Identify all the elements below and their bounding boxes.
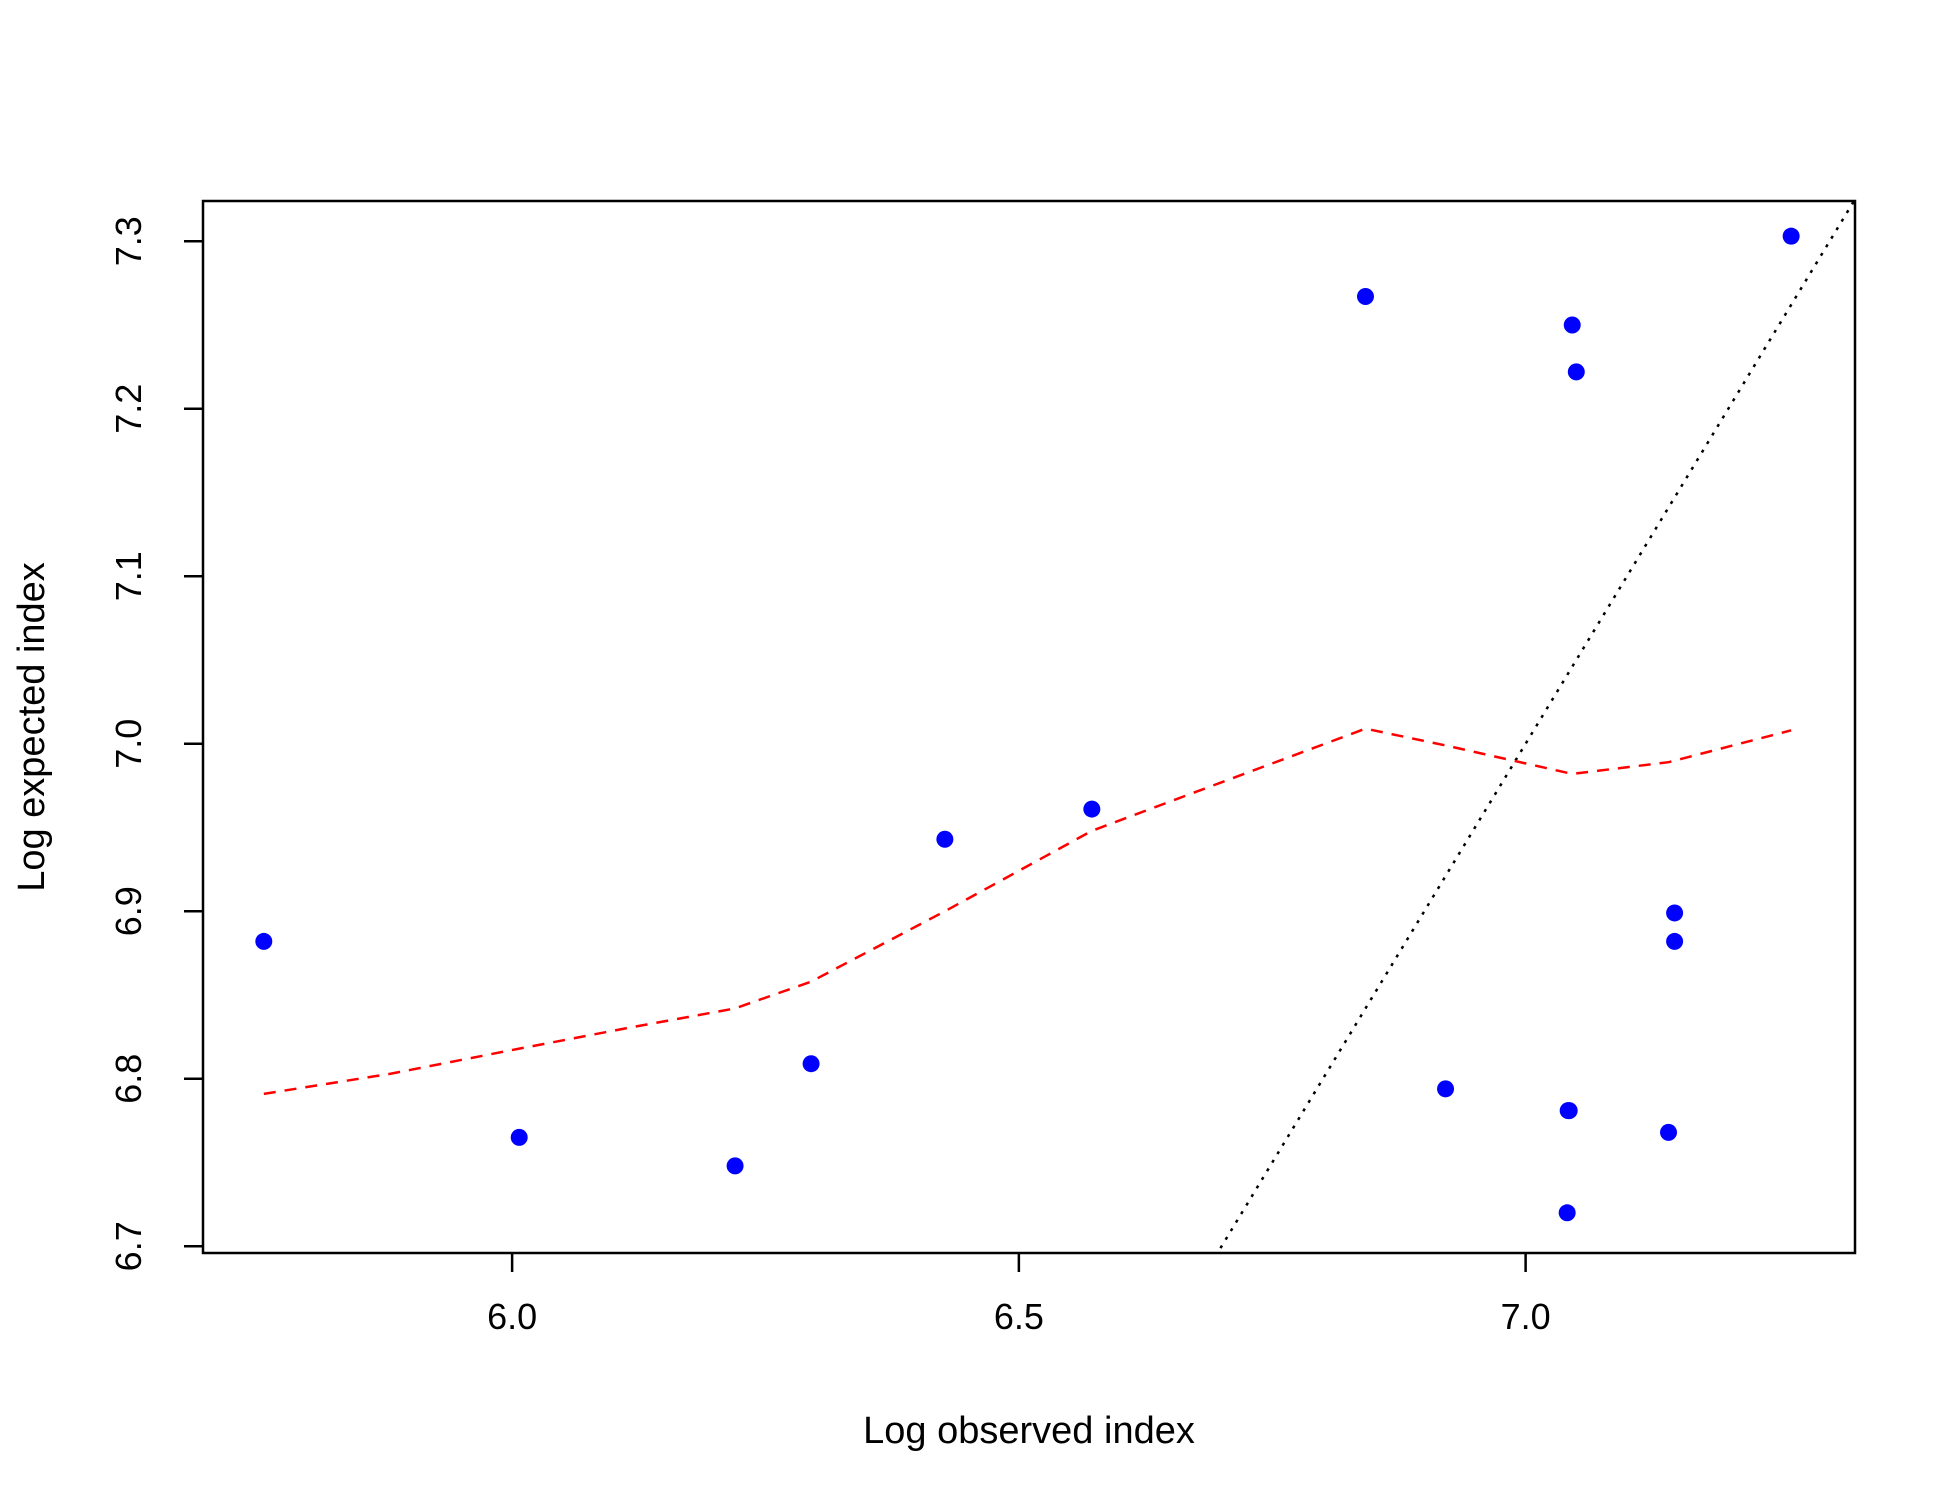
data-point: [936, 830, 954, 848]
data-point: [1437, 1080, 1455, 1098]
data-point: [1563, 316, 1581, 334]
y-tick-label: 6.7: [108, 1221, 149, 1271]
x-tick-label: 6.0: [487, 1296, 537, 1337]
data-point: [1567, 363, 1585, 381]
axis-layer: 6.0 6.5 7.0 6.7 6.8 6.9 7.0 7.1 7.2 7.3: [108, 216, 1551, 1337]
y-tick-label: 7.1: [108, 551, 149, 601]
data-point: [1660, 1123, 1678, 1141]
smooth-trend-line: [263, 727, 1792, 1096]
data-point: [802, 1055, 820, 1073]
x-tick-label: 7.0: [1501, 1296, 1551, 1337]
plot-frame: [201, 199, 1857, 1255]
y-tick-label: 7.3: [108, 216, 149, 266]
data-point: [1782, 227, 1800, 245]
reference-line: [1219, 201, 1855, 1249]
y-axis-title: Log expected index: [11, 562, 53, 892]
y-tick-label: 7.0: [108, 719, 149, 769]
data-point: [726, 1157, 744, 1175]
data-point: [1356, 287, 1374, 305]
data-point: [1666, 932, 1684, 950]
data-point: [255, 932, 273, 950]
x-tick-label: 6.5: [994, 1296, 1044, 1337]
data-point: [1083, 800, 1101, 818]
x-axis-title: Log observed index: [863, 1410, 1195, 1452]
data-point: [1558, 1204, 1576, 1222]
y-tick-label: 6.8: [108, 1054, 149, 1104]
y-tick-label: 6.9: [108, 886, 149, 936]
data-point: [1666, 904, 1684, 922]
plot-layer: [255, 201, 1855, 1249]
data-point: [1560, 1102, 1578, 1120]
data-point: [510, 1128, 528, 1146]
y-tick-label: 7.2: [108, 384, 149, 434]
